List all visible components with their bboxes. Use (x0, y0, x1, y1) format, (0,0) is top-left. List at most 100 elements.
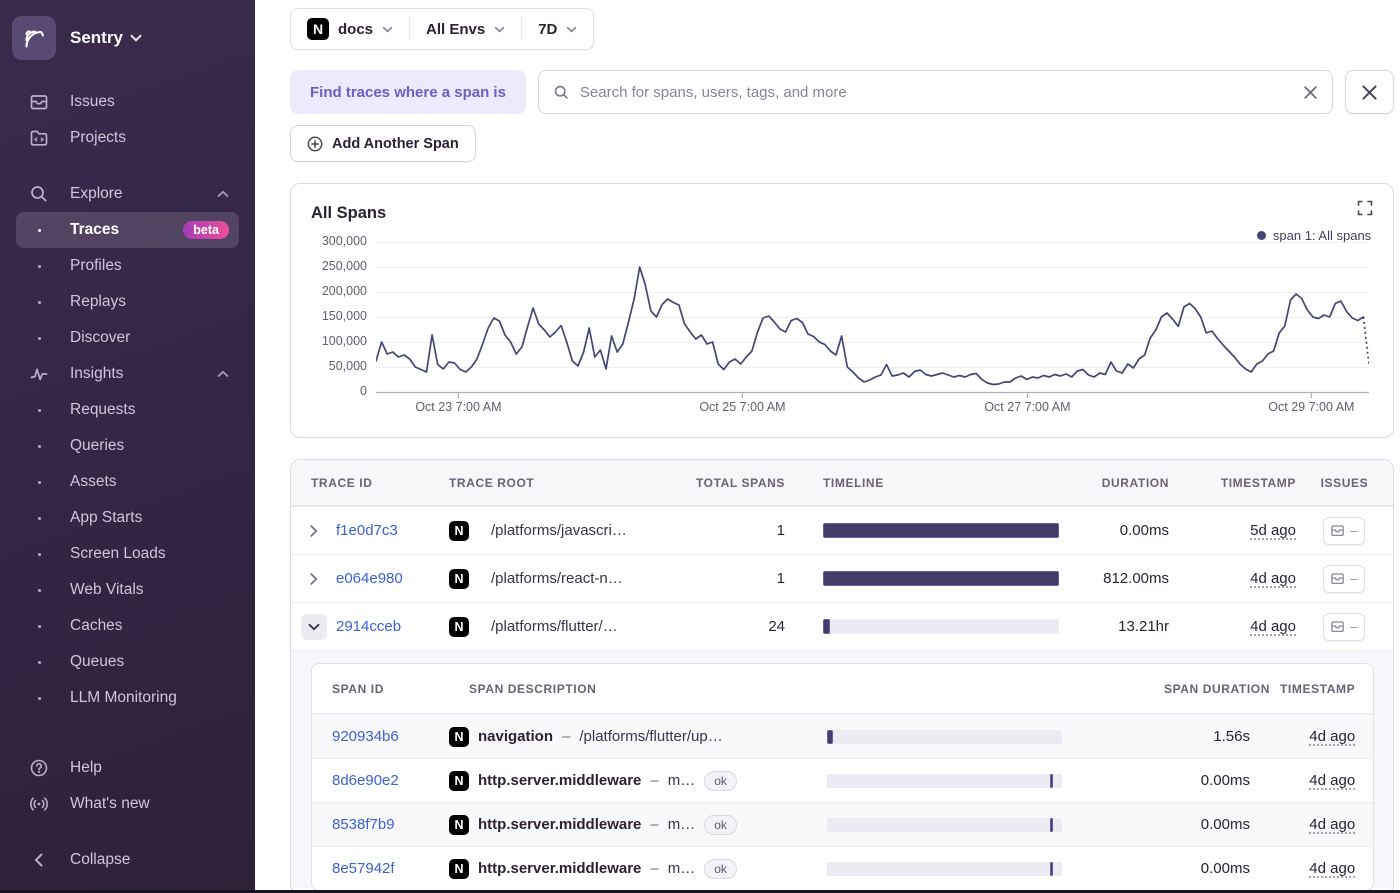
col-timeline: TIMELINE (823, 475, 884, 490)
timeline-bar (823, 571, 1059, 586)
spans-table-header: SPAN ID SPAN DESCRIPTION SPAN DURATION T… (312, 664, 1374, 714)
sidebar-item-label: Projects (70, 129, 126, 146)
sidebar-item-profiles[interactable]: Profiles (16, 248, 239, 284)
duration: 812.00ms (1103, 570, 1169, 587)
span-search-input[interactable] (579, 83, 1294, 101)
project-filter[interactable]: N docs (291, 18, 409, 40)
clear-search-icon[interactable] (1303, 85, 1318, 100)
timestamp[interactable]: 4d ago (1250, 570, 1296, 587)
sidebar-item-help[interactable]: Help (16, 750, 239, 786)
bullet-icon (28, 435, 50, 457)
timeline-bar (823, 619, 1059, 634)
org-switcher[interactable]: Sentry (0, 0, 255, 66)
sidebar-item-screen-loads[interactable]: Screen Loads (16, 536, 239, 572)
sidebar-item-traces[interactable]: Traces beta (16, 212, 239, 248)
span-search-box[interactable] (537, 70, 1334, 114)
trace-id-link[interactable]: 2914cceb (336, 618, 402, 635)
sidebar-item-label: Screen Loads (70, 545, 166, 562)
sidebar-item-label: LLM Monitoring (70, 689, 177, 706)
span-op: http.server.middleware (478, 816, 642, 833)
expand-chart-icon[interactable] (1357, 200, 1373, 221)
expand-row-button[interactable] (291, 524, 336, 538)
col-trace-id: TRACE ID (311, 475, 373, 490)
span-timestamp[interactable]: 4d ago (1309, 860, 1356, 877)
sidebar-section-insights[interactable]: Insights (16, 356, 239, 392)
status-badge: ok (704, 770, 737, 791)
traces-table-header: TRACE ID TRACE ROOT TOTAL SPANS TIMELINE… (291, 460, 1394, 506)
span-search-row: Find traces where a span is (290, 70, 1395, 114)
span-id-link[interactable]: 8538f7b9 (332, 815, 395, 833)
sidebar-item-label: App Starts (70, 509, 143, 526)
environment-filter[interactable]: All Envs (410, 21, 521, 38)
trace-id-link[interactable]: f1e0d7c3 (336, 522, 398, 539)
sentry-logo-icon (12, 16, 56, 60)
sidebar-item-web-vitals[interactable]: Web Vitals (16, 572, 239, 608)
col-issues: ISSUES (1320, 475, 1369, 490)
trace-id-link[interactable]: e064e980 (336, 570, 403, 587)
chevron-down-icon (308, 623, 319, 631)
sidebar-item-queries[interactable]: Queries (16, 428, 239, 464)
sidebar-section-explore[interactable]: Explore (16, 176, 239, 212)
table-row-expanded: 2914cceb N /platforms/flutter/… 24 13.21… (291, 602, 1394, 650)
sidebar-item-queues[interactable]: Queues (16, 644, 239, 680)
x-axis-tick-label: Oct 29 7:00 AM (1268, 400, 1355, 414)
timeline-bar (823, 523, 1059, 538)
span-timestamp[interactable]: 4d ago (1309, 772, 1356, 789)
sidebar-item-app-starts[interactable]: App Starts (16, 500, 239, 536)
chevron-left-icon (28, 849, 50, 871)
nextjs-icon: N (449, 858, 469, 879)
sidebar-item-issues[interactable]: Issues (16, 84, 239, 120)
sidebar-item-label: Issues (70, 93, 115, 110)
span-timestamp[interactable]: 4d ago (1309, 816, 1356, 833)
close-icon (1362, 84, 1377, 100)
sidebar-item-discover[interactable]: Discover (16, 320, 239, 356)
span-op: navigation (478, 728, 554, 745)
plus-circle-icon (307, 136, 323, 152)
span-duration: 0.00ms (1200, 772, 1250, 789)
date-range-value: 7D (538, 20, 558, 38)
span-row: 8538f7b9 N http.server.middleware – m… o… (312, 802, 1374, 846)
collapse-row-button[interactable] (291, 613, 336, 640)
sidebar-item-label: Traces (70, 221, 120, 238)
expand-row-button[interactable] (291, 572, 336, 586)
sidebar-item-llm-monitoring[interactable]: LLM Monitoring (16, 680, 239, 716)
issues-icon (28, 91, 50, 113)
span-timestamp[interactable]: 4d ago (1309, 728, 1356, 745)
spans-sub-table: SPAN ID SPAN DESCRIPTION SPAN DURATION T… (311, 663, 1375, 891)
total-spans: 1 (776, 522, 785, 539)
issues-count-button[interactable]: – (1323, 612, 1365, 641)
timestamp[interactable]: 4d ago (1250, 618, 1296, 635)
add-another-span-button[interactable]: Add Another Span (290, 125, 476, 162)
sidebar-collapse-button[interactable]: Collapse (16, 842, 239, 878)
status-badge: ok (704, 814, 737, 835)
issues-count-button[interactable]: – (1323, 564, 1365, 593)
chevron-down-icon (567, 26, 577, 33)
timestamp[interactable]: 5d ago (1250, 522, 1296, 539)
sidebar-item-replays[interactable]: Replays (16, 284, 239, 320)
remove-span-filter-button[interactable] (1345, 70, 1395, 114)
sidebar-item-whats-new[interactable]: What's new (16, 786, 239, 822)
date-range-filter[interactable]: 7D (522, 21, 593, 38)
issues-count-button[interactable]: – (1323, 516, 1365, 545)
y-axis-tick-label: 250,000 (321, 259, 367, 273)
bullet-icon (28, 327, 50, 349)
all-spans-line-chart[interactable] (376, 242, 1369, 400)
all-spans-chart-panel: All Spans span 1: All spans 300,000 250,0… (290, 183, 1395, 438)
screen-bottom-edge (0, 890, 1400, 893)
span-description: m… (667, 772, 696, 789)
span-timeline-bar (827, 861, 1062, 876)
sidebar-item-label: Queues (70, 653, 125, 670)
chevron-up-icon (217, 365, 229, 383)
span-id-link[interactable]: 920934b6 (332, 727, 399, 745)
sidebar-item-caches[interactable]: Caches (16, 608, 239, 644)
sidebar-item-label: Queries (70, 437, 125, 454)
span-id-link[interactable]: 8e57942f (332, 859, 395, 877)
span-op: http.server.middleware (478, 772, 642, 789)
find-traces-label[interactable]: Find traces where a span is (290, 70, 526, 114)
sidebar-item-projects[interactable]: Projects (16, 120, 239, 156)
span-id-link[interactable]: 8d6e90e2 (332, 771, 399, 789)
col-total-spans: TOTAL SPANS (695, 475, 785, 490)
span-timeline-bar (827, 817, 1062, 832)
sidebar-item-assets[interactable]: Assets (16, 464, 239, 500)
sidebar-item-requests[interactable]: Requests (16, 392, 239, 428)
